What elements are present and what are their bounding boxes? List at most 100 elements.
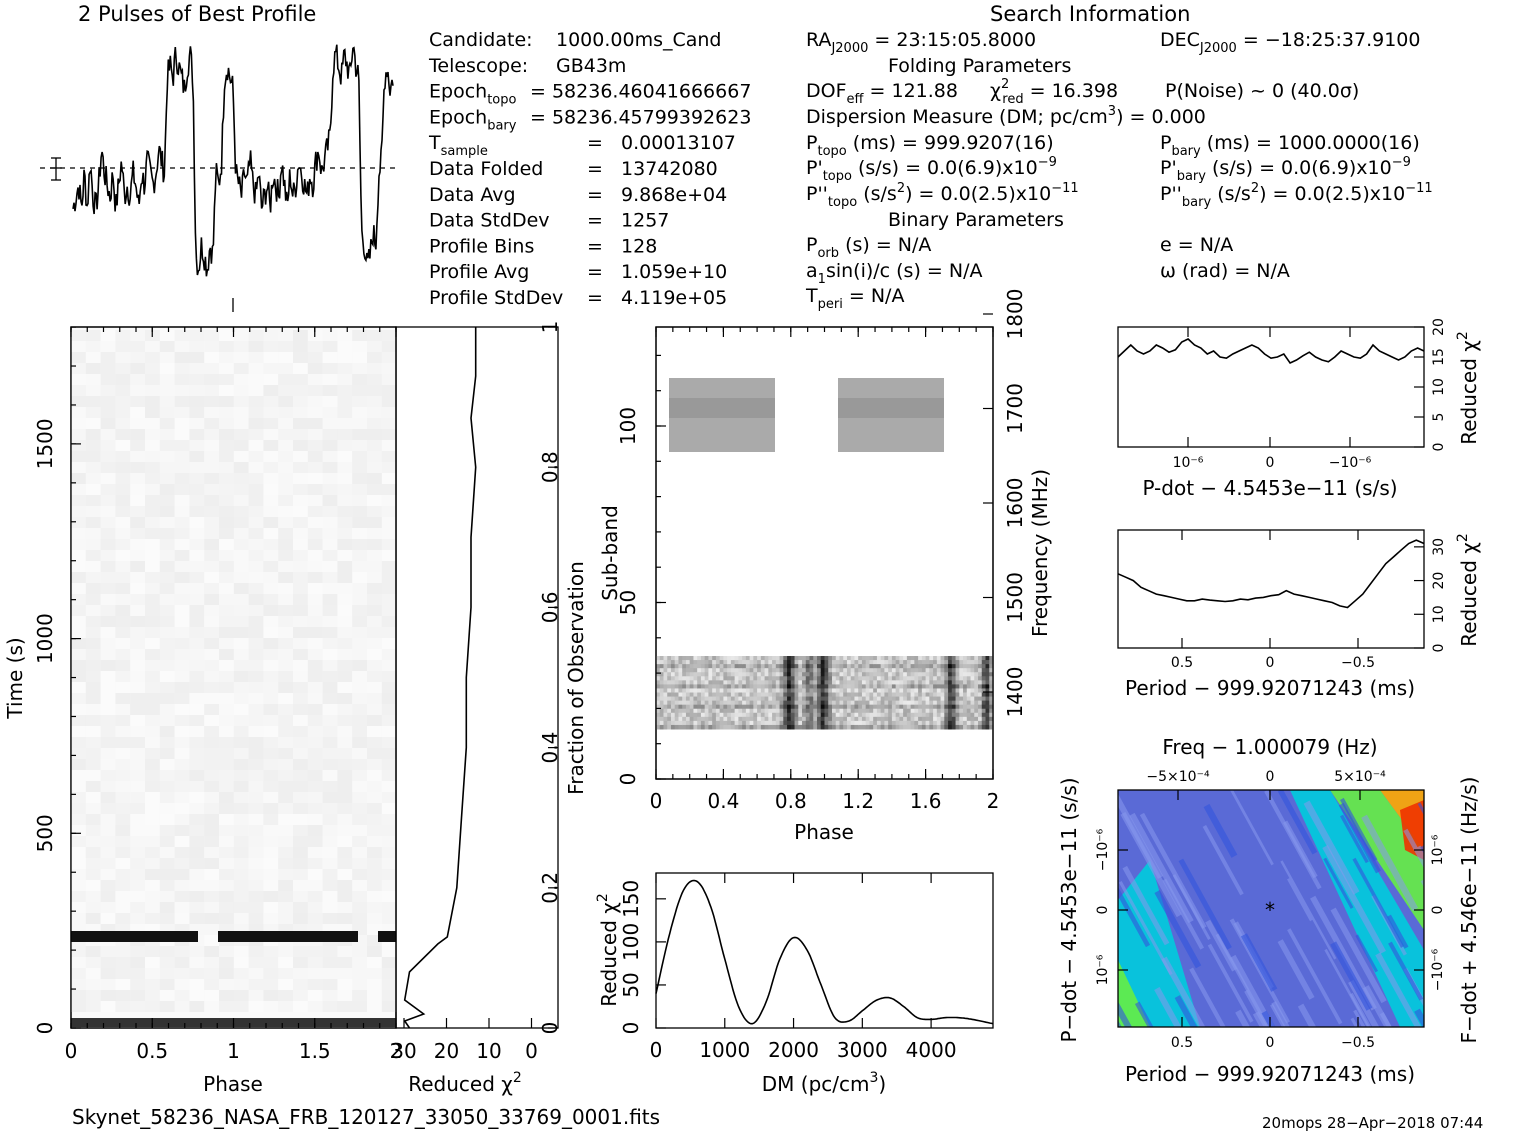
texture-cell xyxy=(689,656,694,661)
texture-cell xyxy=(697,720,702,726)
texture-cell xyxy=(367,935,382,946)
texture-cell xyxy=(115,693,131,704)
texture-cell xyxy=(145,693,160,704)
texture-cell xyxy=(918,696,923,702)
texture-cell xyxy=(719,688,724,693)
texture-cell xyxy=(189,616,205,627)
texture-cell xyxy=(876,676,882,681)
texture-cell xyxy=(145,352,160,363)
texture-cell xyxy=(145,858,160,869)
texture-cell xyxy=(248,550,264,561)
texture-cell xyxy=(940,660,945,665)
texture-cell xyxy=(929,684,934,689)
texture-cell xyxy=(858,688,863,693)
texture-cell xyxy=(159,858,175,869)
texture-cell xyxy=(760,676,766,681)
texture-cell xyxy=(130,649,146,660)
texture-cell xyxy=(876,700,882,706)
texture-cell xyxy=(697,716,702,722)
texture-cell xyxy=(145,770,160,781)
texture-cell xyxy=(381,737,397,748)
texture-cell xyxy=(674,668,679,673)
texture-cell xyxy=(768,688,773,693)
texture-cell xyxy=(873,672,878,677)
texture-cell xyxy=(936,704,942,710)
tick-label: 50 xyxy=(616,590,640,615)
texture-cell xyxy=(978,680,983,685)
texture-cell xyxy=(174,924,190,935)
texture-cell xyxy=(787,724,792,730)
texture-cell xyxy=(174,671,190,682)
pddbary-label: P''bary (s/s2) = 0.0(2.5)x10−11 xyxy=(1160,181,1433,210)
texture-cell xyxy=(734,672,739,677)
texture-cell xyxy=(130,759,146,770)
search-info-title: Search Information xyxy=(990,2,1190,26)
texture-cell xyxy=(839,696,844,702)
texture-cell xyxy=(779,704,784,710)
texture-cell xyxy=(367,979,382,990)
texture-cell xyxy=(263,814,279,825)
texture-cell xyxy=(381,957,397,968)
texture-cell xyxy=(322,462,338,473)
texture-cell xyxy=(352,517,368,528)
texture-cell xyxy=(219,583,234,594)
texture-cell xyxy=(159,847,175,858)
texture-cell xyxy=(115,616,131,627)
texture-cell xyxy=(906,668,912,673)
texture-cell xyxy=(985,704,990,710)
texture-cell xyxy=(159,539,175,550)
texture-cell xyxy=(322,814,338,825)
texture-cell xyxy=(723,680,728,685)
texture-cell xyxy=(921,656,927,661)
texture-cell xyxy=(189,440,205,451)
texture-cell xyxy=(854,720,859,726)
texture-cell xyxy=(914,660,919,665)
texture-cell xyxy=(715,712,721,718)
time-phase-ylabel: Time (s) xyxy=(3,637,27,719)
texture-cell xyxy=(869,712,874,718)
texture-cell xyxy=(115,407,131,418)
texture-cell xyxy=(145,979,160,990)
texture-cell xyxy=(850,688,855,693)
texture-cell xyxy=(745,692,751,698)
texture-cell xyxy=(293,671,308,682)
texture-cell xyxy=(697,696,702,702)
texture-cell xyxy=(794,696,799,702)
texture-cell xyxy=(779,660,784,665)
texture-cell xyxy=(263,946,279,957)
texture-cell xyxy=(159,1001,175,1012)
dm-label: Dispersion Measure (DM; pc/cm3) = 0.000 xyxy=(806,104,1206,128)
texture-cell xyxy=(248,913,264,924)
texture-cell xyxy=(174,638,190,649)
texture-cell xyxy=(204,836,220,847)
texture-cell xyxy=(115,374,131,385)
pdtopo-label: P'topo (s/s) = 0.0(6.9)x10−9 xyxy=(806,155,1057,184)
texture-cell xyxy=(381,902,397,913)
info-label: Candidate: xyxy=(429,29,533,51)
texture-cell xyxy=(884,688,889,693)
a1-label: a1sin(i)/c (s) = N/A xyxy=(806,260,982,287)
texture-cell xyxy=(951,720,957,726)
texture-cell xyxy=(820,684,825,689)
texture-cell xyxy=(959,708,964,714)
texture-cell xyxy=(307,748,323,759)
texture-cell xyxy=(71,979,86,990)
texture-cell xyxy=(100,506,116,517)
texture-cell xyxy=(656,708,661,714)
info-value: = 128 xyxy=(587,235,657,257)
texture-cell xyxy=(760,668,766,673)
texture-cell xyxy=(738,716,743,722)
texture-cell xyxy=(775,696,781,702)
texture-cell xyxy=(682,724,687,730)
tick-label: 0 xyxy=(1266,655,1275,671)
texture-cell xyxy=(85,880,101,891)
texture-cell xyxy=(820,720,825,726)
texture-cell xyxy=(775,672,781,677)
texture-cell xyxy=(233,946,249,957)
texture-cell xyxy=(685,692,691,698)
texture-cell xyxy=(682,720,687,726)
texture-cell xyxy=(263,506,279,517)
texture-cell xyxy=(783,712,788,718)
texture-cell xyxy=(145,616,160,627)
info-label: Epochbary xyxy=(429,106,517,133)
